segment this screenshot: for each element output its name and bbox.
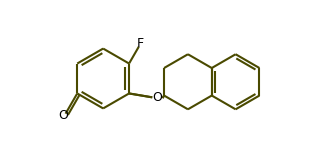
Text: O: O [153, 92, 163, 104]
Text: F: F [137, 37, 143, 50]
Text: O: O [58, 109, 68, 122]
